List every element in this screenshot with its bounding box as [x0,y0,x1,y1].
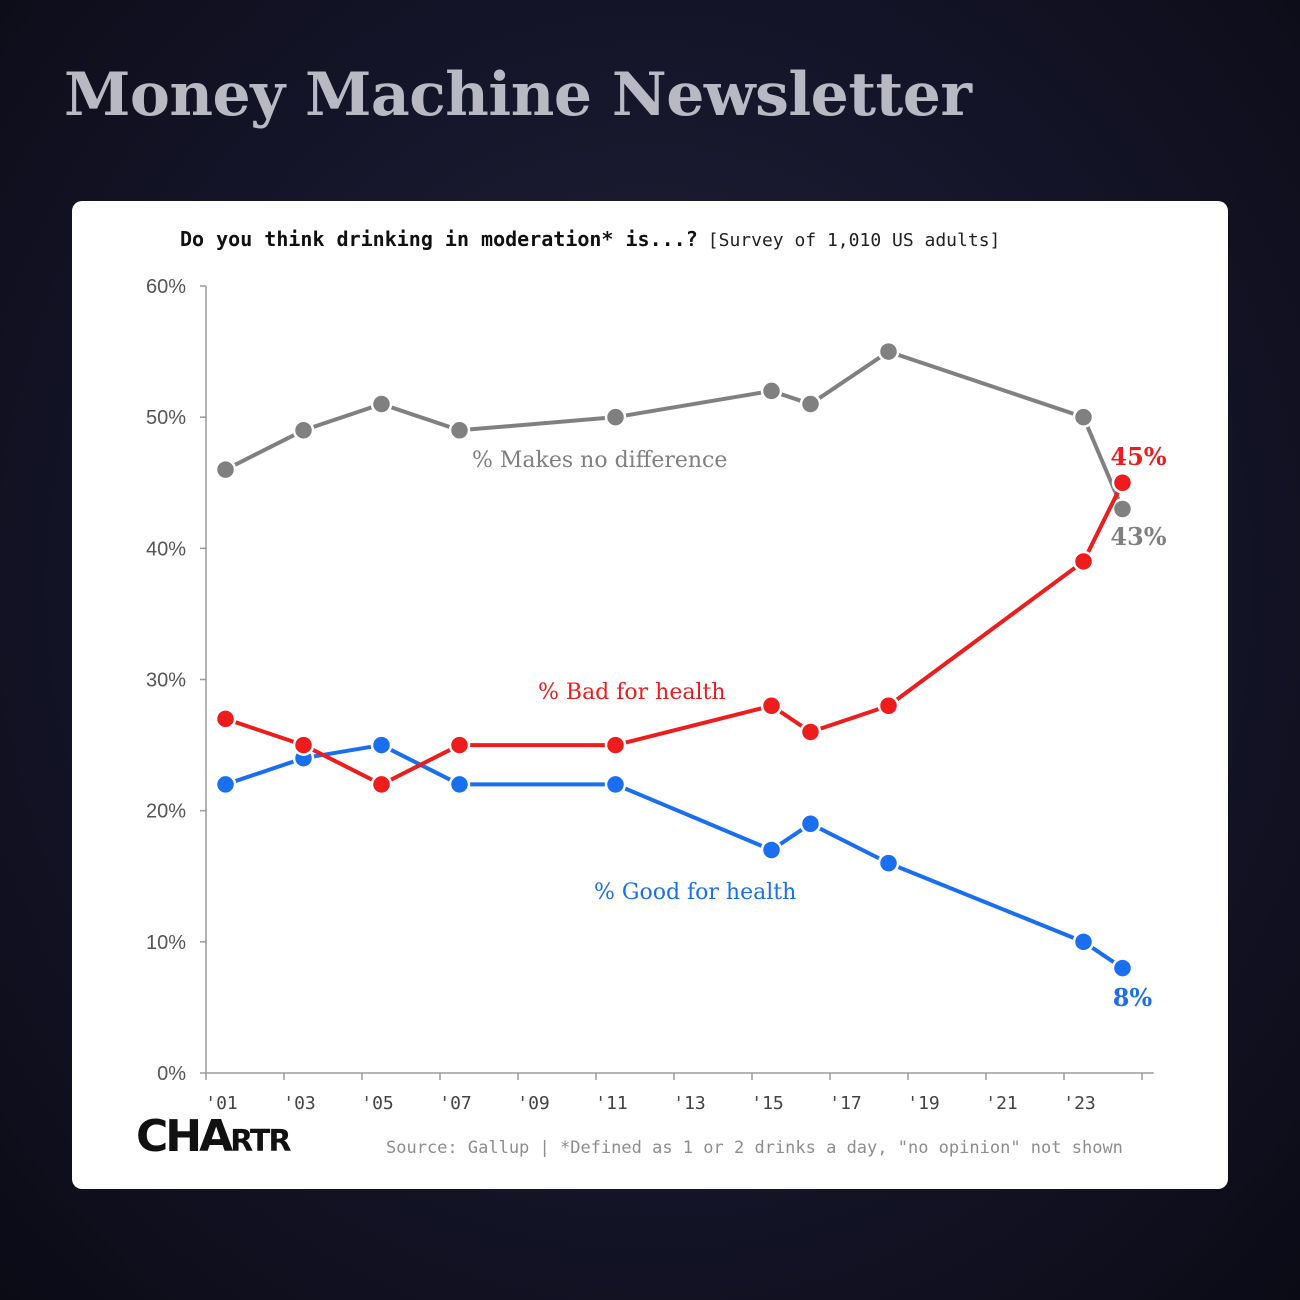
data-point [1072,931,1095,953]
chart-question: Do you think drinking in moderation* is.… [180,227,698,251]
data-point [799,393,822,415]
chart-subtitle: [Survey of 1,010 US adults] [707,230,1001,251]
chart-title: Do you think drinking in moderation* is.… [180,227,1000,251]
y-tick-label: 30% [146,670,186,692]
series-label: % Makes no difference [472,448,727,473]
data-point [1111,472,1134,494]
x-tick-label: '19 [907,1093,940,1114]
series-line [223,743,1125,971]
end-value-label: 43% [1110,522,1166,551]
x-tick-label: '11 [595,1093,628,1114]
x-tick-label: '15 [751,1093,784,1114]
data-point [604,734,627,756]
newsletter-title: Money Machine Newsletter [64,60,972,130]
x-tick-label: '05 [361,1093,394,1114]
data-point [604,406,627,428]
data-point [214,773,237,796]
end-value-label: 8% [1113,983,1153,1012]
data-point [292,419,315,442]
y-tick-label: 40% [146,538,186,560]
source-note: Source: Gallup | *Defined as 1 or 2 drin… [386,1138,1123,1158]
y-tick-label: 0% [157,1063,186,1085]
end-value-label: 45% [1110,442,1166,471]
y-tick-label: 20% [146,801,186,823]
data-point [292,734,315,756]
y-tick-label: 50% [146,407,186,429]
x-tick-label: '23 [1063,1093,1096,1114]
data-point [448,419,471,442]
x-tick-label: '09 [517,1093,550,1114]
series-label: % Good for health [594,880,796,905]
data-point [799,721,822,743]
x-tick-label: '21 [985,1093,1018,1114]
data-point [448,773,471,796]
data-point [370,773,393,796]
data-point [370,393,393,415]
series-line [223,480,1125,787]
data-point [1111,498,1134,520]
data-point [760,380,783,402]
y-tick-label: 10% [146,932,186,954]
data-point [214,708,237,730]
x-tick-label: '07 [439,1093,472,1114]
data-point [214,458,237,481]
series-line [223,349,1125,511]
x-tick-label: '03 [283,1093,316,1114]
data-point [370,734,393,756]
x-tick-label: '13 [673,1093,706,1114]
data-point [799,813,822,835]
data-point [1111,957,1134,979]
data-point [760,694,783,717]
data-point [877,340,900,363]
data-point [604,773,627,796]
x-tick-label: '17 [829,1093,862,1114]
data-point [877,694,900,717]
data-point [760,839,783,861]
chartr-logo: CHARTR [136,1111,292,1162]
data-point [1072,550,1095,573]
line-chart: 0% 10% 20% 30% 40% 50% 60% '01 '03 '05 '07 '09 '11 '1… [146,276,1167,1114]
data-point [1072,406,1095,428]
y-tick-label: 60% [146,276,186,298]
x-tick-label: '01 [205,1093,238,1114]
chart-card: Do you think drinking in moderation* is.… [72,201,1228,1189]
data-point [877,852,900,874]
data-point [448,734,471,756]
series-label: % Bad for health [538,680,726,705]
